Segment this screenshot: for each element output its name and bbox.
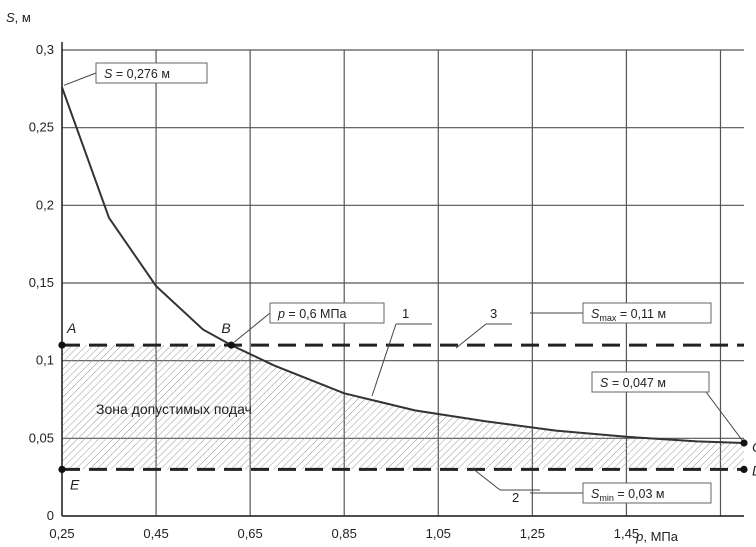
callout-s-top-box <box>95 62 208 84</box>
point-c <box>740 439 748 447</box>
point-e <box>58 465 66 473</box>
callout-p-b-text: p = 0,6 МПа <box>277 307 346 321</box>
x-tick-label: 0,85 <box>332 526 357 541</box>
callout-s-max-box <box>582 302 712 324</box>
callout-s-end-box <box>591 371 710 393</box>
x-axis-title: p, МПа <box>635 529 679 544</box>
points: A B CD E <box>58 320 756 492</box>
x-tick-label: 1,25 <box>520 526 545 541</box>
x-tick-label: 0,65 <box>237 526 262 541</box>
y-axis-title: S, м <box>6 10 31 25</box>
x-tick-label: 1,45 <box>614 526 639 541</box>
callout-s-min-box <box>582 482 712 504</box>
callout-s-max-text: Smax = 0,11 м <box>591 307 666 323</box>
point-label-e: E <box>70 476 80 492</box>
point-label-d: D <box>752 462 756 478</box>
callouts: S = 0,276 м p = 0,6 МПа Smax = 0,11 м S = 0… <box>63 62 743 505</box>
line-number-3: 3 <box>490 306 497 321</box>
callout-s-top-text: S = 0,276 м <box>104 67 170 81</box>
callout-p-b-leader <box>234 312 271 343</box>
line-number-1: 1 <box>402 306 409 321</box>
s-p-curve <box>61 86 745 444</box>
point-a <box>58 341 66 349</box>
callout-s-min-text: Smin = 0,03 м <box>591 487 665 503</box>
x-tick-label: 0,45 <box>143 526 168 541</box>
tick-labels: 0,25 0,45 0,65 0,85 1,05 1,25 1,45 0 0,05 0,1 0,15… <box>29 42 639 541</box>
point-label-a: A <box>66 320 76 336</box>
line-number-3-leader <box>455 323 487 349</box>
y-tick-label: 0,2 <box>36 197 54 212</box>
axes <box>61 42 744 517</box>
point-label-c: C <box>752 439 756 455</box>
line-number-2-leader <box>471 467 501 491</box>
y-tick-label: 0,15 <box>29 275 54 290</box>
line-number-2: 2 <box>512 490 519 505</box>
y-tick-label: 0 <box>47 508 54 523</box>
callout-s-end-text: S = 0,047 м <box>600 376 666 390</box>
y-tick-label: 0,1 <box>36 353 54 368</box>
zone-label: Зона допустимых подач <box>96 401 252 417</box>
line-number-1-leader <box>371 323 397 397</box>
point-b <box>227 341 235 349</box>
y-tick-label: 0,3 <box>36 42 54 57</box>
point-label-b: B <box>221 320 230 336</box>
y-tick-label: 0,05 <box>29 430 54 445</box>
y-tick-label: 0,25 <box>29 120 54 135</box>
callout-s-end-leader <box>705 391 743 441</box>
callout-p-b-box <box>269 302 385 324</box>
allowed-feed-zone <box>62 345 744 470</box>
point-d <box>740 465 748 473</box>
x-tick-label: 0,25 <box>49 526 74 541</box>
x-tick-label: 1,05 <box>426 526 451 541</box>
callout-s-top-leader <box>63 72 97 86</box>
